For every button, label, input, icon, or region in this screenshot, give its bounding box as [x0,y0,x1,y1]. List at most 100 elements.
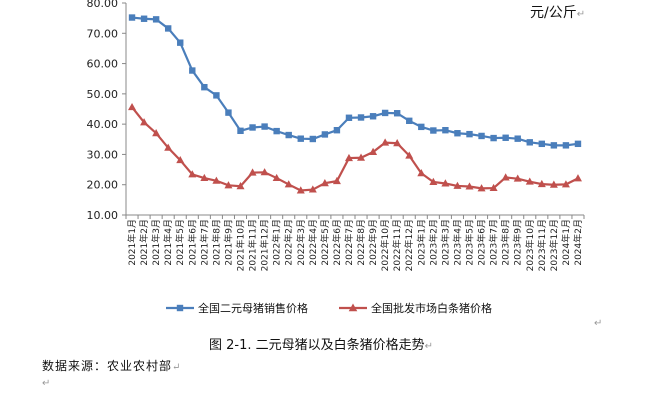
data-point-triangle [441,179,450,187]
data-point-square [333,127,341,134]
data-point-square [213,92,220,99]
chart-axes: 10.00 20.00 30.00 40.00 50.00 60.00 70.00 80.00… [87,0,585,271]
unit-label: 元/公斤↵ [530,2,585,22]
figure-caption-text: 图 2-1. 二元母猪以及白条猪价格走势 [209,338,425,353]
data-point-square [538,140,546,148]
source-note-text: 数据来源：农业农村部 [42,359,173,373]
x-tick-label: 2023年2月 [427,219,439,266]
data-point-square [574,140,582,148]
data-point-triangle [152,129,161,137]
source-note: 数据来源：农业农村部↵ [42,357,181,374]
x-tick-label: 2022年7月 [343,219,355,266]
x-tick-label: 2024年1月 [560,219,572,266]
data-point-square [261,123,268,130]
series-line-2 [131,106,579,192]
data-point-triangle [489,183,498,192]
data-point-triangle [140,118,149,126]
data-point-triangle [357,153,366,161]
data-point-square [140,15,148,22]
x-tick-label: 2022年5月 [319,219,331,266]
x-tick-label: 2023年7月 [488,219,500,266]
data-point-square [201,83,208,91]
data-point-triangle [561,180,570,188]
data-point-square [177,39,184,46]
y-tick-label: 50.00 [87,88,119,101]
data-point-square [478,132,485,140]
data-point-square [249,124,256,131]
x-tick-label: 2024年2月 [572,219,584,266]
data-point-triangle [369,147,378,156]
data-point-square [128,14,136,21]
data-point-square [406,117,413,125]
data-point-triangle [272,173,281,182]
x-tick-label: 2023年3月 [439,219,451,266]
x-tick-label: 2022年2月 [283,219,295,266]
data-point-triangle [429,177,438,185]
data-point-square [309,135,317,143]
data-point-square [514,135,521,142]
y-tick-label: 40.00 [87,118,119,131]
data-point-triangle [128,102,137,111]
data-point-square [273,127,280,135]
x-tick-label: 2023年5月 [464,219,476,266]
data-point-square [225,109,232,116]
data-point-square [381,109,389,117]
y-tick-label: 10.00 [87,209,119,222]
x-tick-label: 2022年9月 [367,219,379,266]
paragraph-mark-icon: ↵ [576,9,586,20]
x-tick-label: 2023年6月 [476,219,488,266]
data-point-square [345,114,353,121]
unit-label-text: 元/公斤 [530,5,577,21]
data-point-square [562,142,570,149]
paragraph-mark-icon: ↵ [424,341,434,352]
data-point-triangle [308,185,317,193]
paragraph-mark-icon: ↵ [42,378,51,389]
x-tick-label: 2022年12月 [403,219,415,271]
data-point-square [369,113,377,120]
data-point-triangle [513,174,522,182]
data-point-triangle [465,182,474,190]
x-tick-label: 2021年8月 [210,219,222,266]
chart-legend: 全国二元母猪销售价格 全国批发市场白条猪价格 [166,301,492,315]
data-point-triangle [260,168,269,176]
x-tick-label: 2023年12月 [548,219,560,271]
x-tick-label: 2021年9月 [222,219,234,266]
x-tick-label: 2022年8月 [355,219,367,266]
data-point-triangle [381,138,390,146]
data-point-triangle [417,169,426,177]
data-point-triangle [549,180,558,188]
x-tick-label: 2023年10月 [524,219,536,271]
chart-series [128,14,582,194]
data-point-triangle [573,174,582,182]
x-tick-label: 2021年10月 [235,219,247,271]
data-point-triangle [320,179,329,187]
data-point-square [393,110,401,117]
data-point-square [466,130,473,138]
data-point-square [189,67,196,74]
data-point-triangle [501,173,510,181]
data-point-square [237,127,244,135]
y-tick-label: 60.00 [87,58,119,71]
x-tick-label: 2021年5月 [174,219,186,266]
data-point-triangle [188,170,197,178]
data-point-square [490,134,497,142]
data-point-triangle [332,176,341,185]
data-point-triangle [477,184,486,192]
chart: 10.00 20.00 30.00 40.00 50.00 60.00 70.00 80.00… [87,0,585,315]
paragraph-mark-icon: ↵ [594,318,603,329]
data-point-triangle [393,139,402,147]
y-tick-label: 80.00 [87,0,119,10]
legend-triangle-icon [348,303,358,312]
data-point-triangle [525,177,534,185]
data-point-triangle [224,181,233,189]
x-tick-label: 2021年11月 [247,219,259,271]
x-tick-label: 2023年11月 [536,219,548,271]
data-point-triangle [200,173,209,182]
x-tick-label: 2022年4月 [307,219,319,266]
x-tick-label: 2021年2月 [138,219,150,266]
paragraph-mark-icon: ↵ [172,362,182,373]
data-point-triangle [248,168,257,176]
figure-caption: 图 2-1. 二元母猪以及白条猪价格走势↵ [209,334,433,353]
data-point-square [321,131,329,138]
data-point-square [418,123,425,131]
